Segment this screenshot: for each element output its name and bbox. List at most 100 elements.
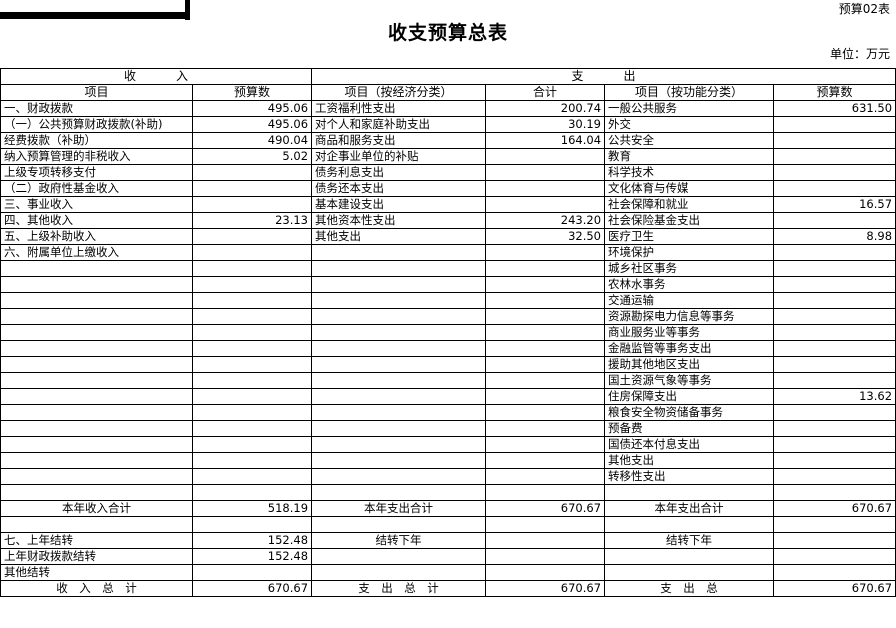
cell-functional-item: 国债还本付息支出 (604, 436, 775, 453)
table-row: 六、附属单位上缴收入 环境保护 (0, 244, 896, 261)
cell-economic-value (485, 452, 606, 469)
form-code-label: 预算02表 (838, 2, 890, 16)
cell-functional-item: 城乡社区事务 (604, 260, 775, 277)
cell-functional-item: 金融监管等事务支出 (604, 340, 775, 357)
cell-income-item (0, 356, 193, 373)
table-row: （一）公共预算财政拨款(补助) 495.06 对个人和家庭补助支出 30.19 外交 (0, 116, 896, 133)
table-row-spacer (0, 516, 896, 533)
cell-income-item: 上年财政拨款结转 (0, 548, 193, 565)
cell-income-value (191, 452, 313, 469)
cell-income-item: 纳入预算管理的非税收入 (0, 148, 193, 165)
cell-income-item: 其他结转 (0, 564, 193, 581)
cell-income-value: 518.19 (191, 500, 313, 517)
cell-income-item (0, 324, 193, 341)
table-row: 上级专项转移支付 债务利息支出 科学技术 (0, 164, 896, 181)
cell-income-value (191, 308, 313, 325)
cell-functional-value: 8.98 (773, 228, 896, 245)
cell-functional-item: 公共安全 (604, 132, 775, 149)
cell-income-value (191, 356, 313, 373)
cell-functional-item: 外交 (604, 116, 775, 133)
cell-economic-value (485, 436, 606, 453)
cell-economic-value (485, 404, 606, 421)
cell-income-value: 670.67 (191, 580, 313, 597)
cell-economic-item (311, 372, 487, 389)
table-row: 转移性支出 (0, 468, 896, 485)
cell-functional-item: 预备费 (604, 420, 775, 437)
cell-income-value (191, 468, 313, 485)
cell-income-item (0, 468, 193, 485)
cell-economic-value (485, 292, 606, 309)
table-row: 预备费 (0, 420, 896, 437)
cell-functional-value (773, 324, 896, 341)
cell-functional-value (773, 420, 896, 437)
cell-economic-value (485, 484, 606, 501)
cell-income-item: 六、附属单位上缴收入 (0, 244, 193, 261)
cell-functional-item: 本年支出合计 (604, 500, 775, 517)
cell-functional-value: 670.67 (773, 500, 896, 517)
cell-functional-value (773, 180, 896, 197)
column-header-expense-budget: 预算数 (773, 84, 896, 101)
cell-functional-item: 转移性支出 (604, 468, 775, 485)
cell-functional-item: 结转下年 (604, 532, 775, 549)
cell-functional-item: 粮食安全物资储备事务 (604, 404, 775, 421)
cell-economic-value: 30.19 (485, 116, 606, 133)
cell-economic-value (485, 564, 606, 581)
cell-functional-item: 社会保障和就业 (604, 196, 775, 213)
cell-income-item: 上级专项转移支付 (0, 164, 193, 181)
table-row-carryover: 上年财政拨款结转 152.48 (0, 548, 896, 565)
table-row-carryover: 七、上年结转 152.48 结转下年 结转下年 (0, 532, 896, 549)
cell-functional-value (773, 132, 896, 149)
cell-income-item (0, 388, 193, 405)
cell-functional-value (773, 164, 896, 181)
cell-functional-value: 13.62 (773, 388, 896, 405)
cell-functional-item: 支 出 总 (604, 580, 775, 597)
cell-income-value (191, 292, 313, 309)
cell-income-value (191, 516, 313, 533)
cell-functional-item (604, 484, 775, 501)
cell-functional-item: 文化体育与传媒 (604, 180, 775, 197)
cell-economic-value: 243.20 (485, 212, 606, 229)
cell-functional-value: 670.67 (773, 580, 896, 597)
cell-economic-value (485, 196, 606, 213)
table-row-carryover: 其他结转 (0, 564, 896, 581)
cell-economic-value: 200.74 (485, 100, 606, 117)
cell-income-value (191, 324, 313, 341)
cell-economic-value (485, 340, 606, 357)
cell-functional-value (773, 372, 896, 389)
cell-income-item: 四、其他收入 (0, 212, 193, 229)
cell-economic-item (311, 420, 487, 437)
cell-economic-item (311, 548, 487, 565)
table-row: （二）政府性基金收入 债务还本支出 文化体育与传媒 (0, 180, 896, 197)
table-row: 经费拨款（补助） 490.04 商品和服务支出 164.04 公共安全 (0, 132, 896, 149)
cell-income-item (0, 260, 193, 277)
cell-economic-item (311, 260, 487, 277)
cell-functional-item (604, 548, 775, 565)
cell-economic-value (485, 148, 606, 165)
cell-income-value (191, 180, 313, 197)
cell-income-item: 五、上级补助收入 (0, 228, 193, 245)
cell-income-value (191, 404, 313, 421)
cell-income-value (191, 484, 313, 501)
cell-income-item (0, 372, 193, 389)
cell-income-value (191, 244, 313, 261)
cell-income-item: （一）公共预算财政拨款(补助) (0, 116, 193, 133)
table-row-grand-total: 收 入 总 计 670.67 支 出 总 计 670.67 支 出 总 670.67 (0, 580, 896, 597)
cell-functional-value (773, 276, 896, 293)
cell-income-item (0, 452, 193, 469)
cell-economic-item: 结转下年 (311, 532, 487, 549)
cell-functional-value: 631.50 (773, 100, 896, 117)
cell-functional-value: 16.57 (773, 196, 896, 213)
cell-income-item (0, 404, 193, 421)
unit-note-label: 单位：万元 (829, 47, 890, 61)
cell-functional-value (773, 452, 896, 469)
cell-functional-item: 农林水事务 (604, 276, 775, 293)
cell-income-value (191, 436, 313, 453)
cell-economic-item: 其他支出 (311, 228, 487, 245)
cell-economic-value (485, 356, 606, 373)
cell-functional-value (773, 212, 896, 229)
cell-functional-value (773, 564, 896, 581)
cell-income-value (191, 340, 313, 357)
cell-income-item (0, 516, 193, 533)
cell-income-item (0, 308, 193, 325)
cell-functional-item: 其他支出 (604, 452, 775, 469)
